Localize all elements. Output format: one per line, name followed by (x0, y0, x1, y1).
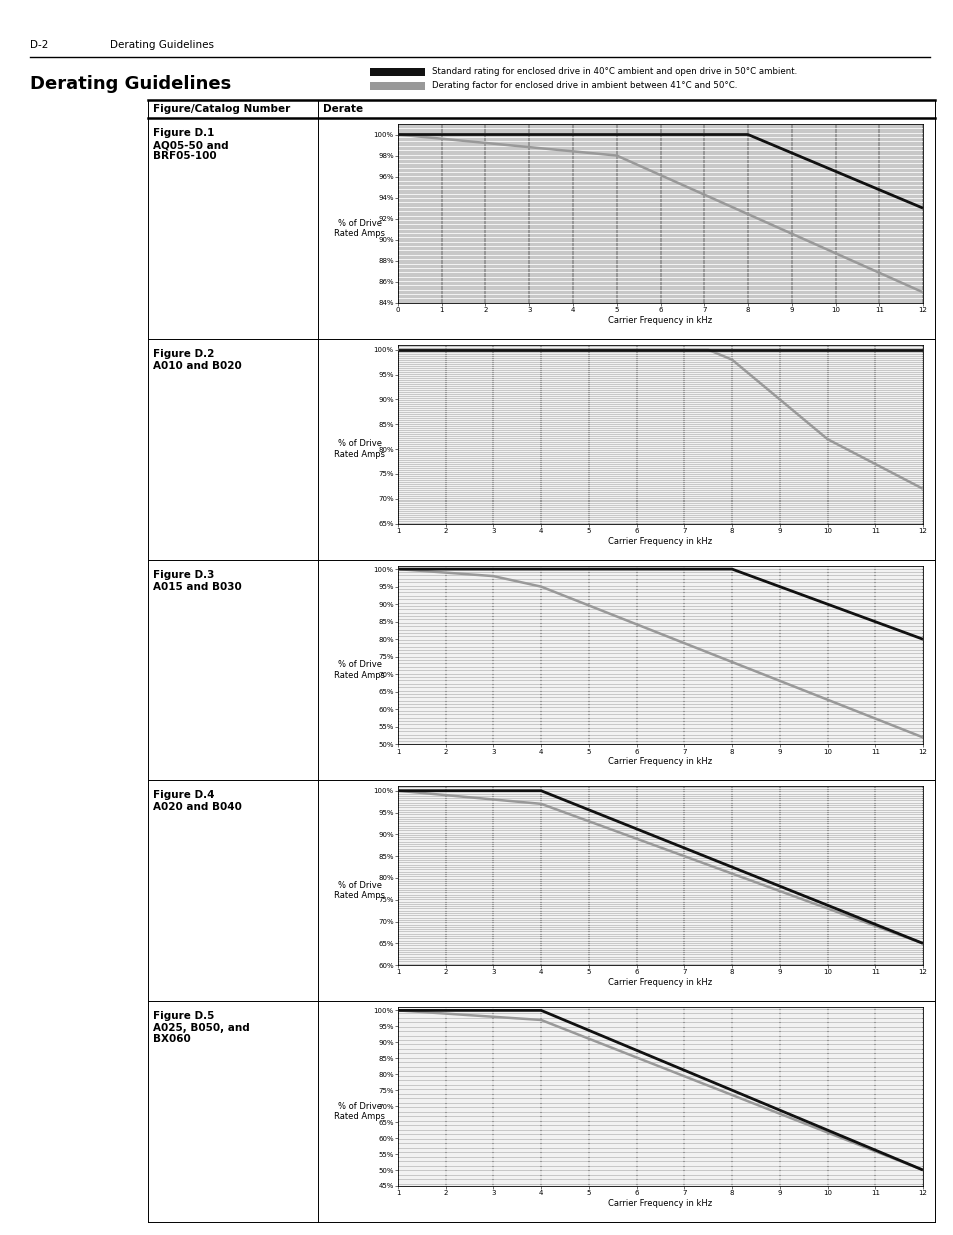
Text: Derate: Derate (323, 104, 363, 114)
X-axis label: Carrier Frequency in kHz: Carrier Frequency in kHz (608, 316, 712, 325)
Text: Figure D.4: Figure D.4 (152, 790, 214, 800)
Text: % of Drive
Rated Amps: % of Drive Rated Amps (335, 661, 385, 679)
Text: Derating Guidelines: Derating Guidelines (30, 75, 231, 93)
X-axis label: Carrier Frequency in kHz: Carrier Frequency in kHz (608, 536, 712, 546)
Text: A020 and B040: A020 and B040 (152, 803, 242, 813)
Text: A015 and B030: A015 and B030 (152, 582, 241, 592)
Text: BX060: BX060 (152, 1034, 191, 1045)
Text: Figure D.5: Figure D.5 (152, 1011, 214, 1021)
Text: % of Drive
Rated Amps: % of Drive Rated Amps (335, 219, 385, 238)
Text: Derating Guidelines: Derating Guidelines (110, 40, 213, 49)
Text: BRF05-100: BRF05-100 (152, 151, 216, 161)
Text: Standard rating for enclosed drive in 40°C ambient and open drive in 50°C ambien: Standard rating for enclosed drive in 40… (432, 68, 797, 77)
Text: Derating factor for enclosed drive in ambient between 41°C and 50°C.: Derating factor for enclosed drive in am… (432, 82, 737, 90)
Text: AQ05-50 and: AQ05-50 and (152, 140, 229, 149)
X-axis label: Carrier Frequency in kHz: Carrier Frequency in kHz (608, 978, 712, 987)
Text: A010 and B020: A010 and B020 (152, 361, 241, 370)
Bar (370, 68, 424, 77)
Bar (370, 82, 424, 90)
Text: D-2: D-2 (30, 40, 49, 49)
X-axis label: Carrier Frequency in kHz: Carrier Frequency in kHz (608, 1199, 712, 1208)
X-axis label: Carrier Frequency in kHz: Carrier Frequency in kHz (608, 757, 712, 767)
Text: A025, B050, and: A025, B050, and (152, 1024, 250, 1034)
Text: Figure D.1: Figure D.1 (152, 128, 214, 138)
Text: % of Drive
Rated Amps: % of Drive Rated Amps (335, 881, 385, 900)
Text: % of Drive
Rated Amps: % of Drive Rated Amps (335, 440, 385, 459)
Text: Figure D.3: Figure D.3 (152, 569, 214, 579)
Text: Figure/Catalog Number: Figure/Catalog Number (152, 104, 290, 114)
Text: % of Drive
Rated Amps: % of Drive Rated Amps (335, 1102, 385, 1121)
Text: Figure D.2: Figure D.2 (152, 348, 214, 359)
